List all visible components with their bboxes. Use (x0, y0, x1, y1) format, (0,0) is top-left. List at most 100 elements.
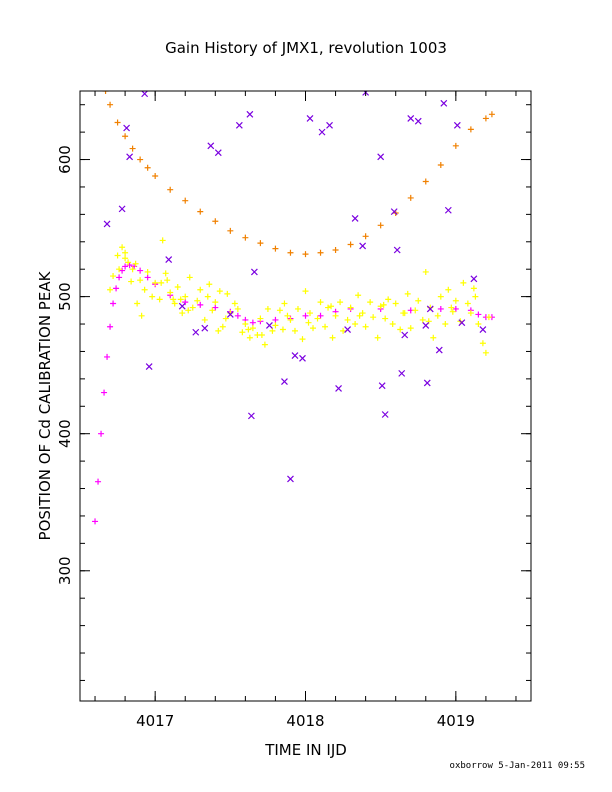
data-point (453, 121, 461, 129)
data-point (359, 310, 366, 317)
data-point (239, 329, 246, 336)
data-point (201, 324, 209, 332)
data-point (437, 162, 444, 169)
data-point (392, 300, 399, 307)
data-point (257, 315, 264, 322)
data-point (201, 316, 208, 323)
data-point (488, 111, 495, 118)
data-point (107, 286, 114, 293)
data-point (314, 315, 321, 322)
data-point (156, 296, 163, 303)
data-point (165, 256, 173, 264)
data-point (249, 325, 256, 332)
data-point (317, 312, 324, 319)
data-point (318, 128, 326, 136)
data-point (317, 249, 324, 256)
data-point (122, 249, 129, 256)
data-point (145, 363, 153, 370)
data-point (407, 194, 414, 201)
data-point (352, 321, 359, 328)
data-point (98, 430, 105, 437)
y-axis-label: POSITION OF Cd CALIBRATION PEAK (36, 270, 54, 540)
data-point (422, 268, 429, 275)
data-point (141, 286, 148, 293)
data-point (377, 153, 385, 161)
data-point (118, 205, 126, 213)
axes: 4017 4018 4019 300 400 500 600 (56, 90, 532, 730)
data-point (299, 354, 306, 362)
data-point (397, 326, 404, 333)
data-point (261, 341, 268, 348)
data-point (355, 292, 362, 299)
data-point (291, 352, 299, 359)
data-point (344, 326, 352, 333)
data-point (128, 278, 135, 285)
data-point (122, 255, 129, 262)
data-point (347, 241, 354, 248)
data-point (302, 288, 309, 295)
data-point (272, 316, 279, 323)
data-point (144, 268, 151, 275)
data-point (212, 218, 219, 225)
data-point (287, 249, 294, 256)
data-point (137, 267, 144, 274)
data-point (332, 247, 339, 254)
data-point (95, 478, 102, 485)
data-point (265, 321, 273, 329)
data-point (215, 327, 222, 334)
data-point (119, 267, 126, 274)
data-point (231, 300, 238, 307)
data-point (464, 300, 471, 307)
data-point (197, 301, 204, 308)
y-tick-label: 600 (56, 145, 74, 174)
data-point (159, 237, 166, 244)
y-tick-label: 500 (56, 282, 74, 311)
data-point (174, 284, 181, 291)
data-point (329, 334, 336, 341)
data-point (340, 327, 347, 334)
series-yellow_scatter (107, 237, 492, 356)
data-point (116, 274, 123, 281)
data-point (162, 270, 169, 277)
data-point (224, 290, 231, 297)
x-axis-label: TIME IN IJD (264, 741, 347, 759)
data-point (137, 277, 144, 284)
data-point (440, 99, 448, 107)
data-point (430, 334, 437, 341)
data-point (423, 379, 431, 387)
data-point (209, 307, 216, 314)
data-point (144, 274, 151, 281)
data-point (247, 412, 255, 420)
data-point (245, 326, 252, 333)
data-point (138, 312, 145, 319)
data-point (307, 310, 314, 317)
chart-title: Gain History of JMX1, revolution 1003 (165, 39, 447, 57)
data-point (103, 220, 111, 228)
data-point (452, 305, 459, 312)
data-point (306, 114, 314, 122)
data-marks (92, 91, 495, 525)
data-point (204, 293, 211, 300)
data-point (302, 251, 309, 258)
data-point (197, 286, 204, 293)
data-point (390, 208, 398, 216)
data-point (216, 288, 223, 295)
data-point (122, 263, 129, 270)
data-point (310, 325, 317, 332)
data-point (458, 319, 466, 327)
data-point (470, 275, 478, 283)
data-point (482, 115, 489, 122)
data-point (377, 222, 384, 229)
data-point (182, 197, 189, 204)
data-point (104, 353, 111, 360)
data-point (367, 299, 374, 306)
data-point (437, 305, 444, 312)
data-point (219, 323, 226, 330)
data-point (381, 411, 389, 418)
data-point (141, 91, 149, 98)
data-point (377, 303, 384, 310)
data-point (186, 274, 193, 281)
data-point (291, 327, 298, 334)
x-tick-label: 4017 (136, 712, 174, 730)
data-point (401, 310, 408, 317)
